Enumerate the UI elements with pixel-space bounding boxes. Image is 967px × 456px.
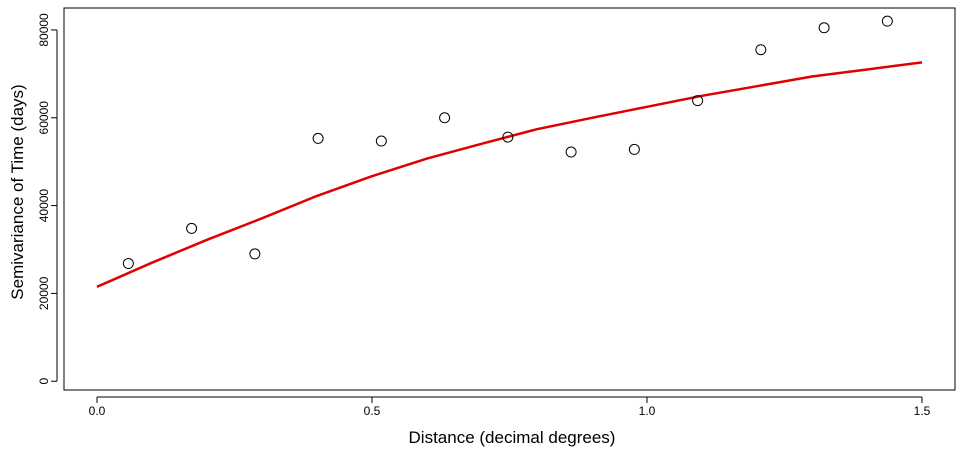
data-point — [312, 132, 324, 144]
y-tick-label: 40000 — [37, 189, 51, 223]
data-point — [628, 143, 640, 155]
plot-frame — [63, 7, 956, 391]
x-axis-title: Distance (decimal degrees) — [409, 428, 616, 447]
y-tick-label: 80000 — [37, 13, 51, 47]
y-tick-label: 60000 — [37, 101, 51, 135]
data-point — [565, 146, 577, 158]
x-tick-label: 0.0 — [89, 404, 106, 418]
data-point — [249, 248, 261, 260]
data-point — [375, 135, 387, 147]
x-tick-label: 0.5 — [364, 404, 381, 418]
y-tick-label: 0 — [37, 378, 51, 385]
data-point — [502, 131, 514, 143]
points-layer — [122, 15, 893, 270]
data-point — [122, 258, 134, 270]
x-tick-label: 1.0 — [639, 404, 656, 418]
data-point — [755, 44, 767, 56]
y-axis-title: Semivariance of Time (days) — [8, 84, 27, 299]
fitted-curve — [96, 61, 923, 288]
data-point — [692, 95, 704, 107]
x-axis: 0.0 0.5 1.0 1.5 — [89, 396, 931, 418]
fitted-curve-layer — [96, 61, 923, 288]
data-point — [439, 112, 451, 124]
data-point — [818, 22, 830, 34]
data-point — [186, 222, 198, 234]
y-tick-label: 20000 — [37, 276, 51, 310]
data-point — [881, 15, 893, 27]
x-tick-label: 1.5 — [914, 404, 931, 418]
y-axis: 0 20000 40000 60000 80000 — [37, 13, 58, 385]
